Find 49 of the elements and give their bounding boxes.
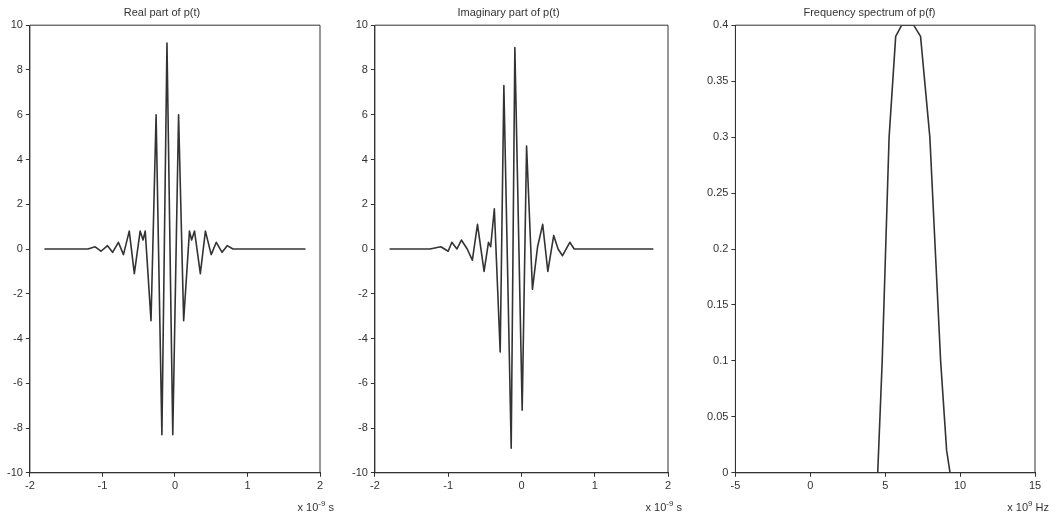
y-tick-label: 0.3 — [713, 130, 729, 143]
y-tick-label: -4 — [13, 331, 23, 344]
chart-title: Real part of p(t) — [123, 5, 201, 18]
x-tick-label: 0 — [807, 479, 814, 492]
y-tick-label: 4 — [361, 152, 368, 165]
y-tick-label: 0.05 — [706, 409, 729, 422]
y-tick-label: -4 — [358, 331, 368, 344]
x-tick-label: -2 — [370, 479, 380, 492]
y-tick-label: 0.1 — [713, 353, 729, 366]
y-tick-label: -8 — [13, 421, 23, 434]
x-tick-label: 0 — [518, 479, 525, 492]
x-tick-label: -2 — [25, 479, 35, 492]
y-tick-label: 6 — [16, 107, 23, 120]
y-tick-label: 0 — [16, 242, 23, 255]
y-tick-label: -6 — [13, 376, 23, 389]
y-tick-label: 0 — [722, 465, 729, 478]
x-tick-label: 0 — [171, 479, 179, 492]
y-tick-label: 4 — [16, 152, 23, 165]
x-tick-label: -5 — [730, 479, 741, 492]
x-tick-label: 1 — [244, 479, 251, 492]
y-tick-label: -2 — [13, 286, 23, 299]
y-tick-label: 6 — [361, 107, 368, 120]
y-tick-label: 8 — [16, 62, 23, 75]
y-tick-label: 2 — [16, 197, 23, 210]
chart-title: Frequency spectrum of p(f) — [803, 5, 936, 18]
x-tick-label: 5 — [882, 479, 889, 492]
x-tick-label: 15 — [1028, 479, 1042, 492]
y-tick-label: 0.2 — [713, 242, 729, 255]
x-tick-label: 1 — [591, 479, 598, 492]
y-tick-label: 0.15 — [706, 297, 729, 310]
x-tick-label: 2 — [664, 479, 672, 492]
y-tick-label: 0.4 — [713, 18, 729, 31]
y-tick-label: 10 — [10, 18, 23, 31]
y-tick-label: -6 — [358, 376, 368, 389]
y-tick-label: -10 — [351, 465, 368, 478]
y-tick-label: 0 — [361, 242, 368, 255]
x-tick-label: 2 — [316, 479, 324, 492]
y-tick-label: 0.35 — [706, 74, 729, 87]
chart-title: Imaginary part of p(t) — [457, 5, 560, 18]
y-tick-label: 0.25 — [706, 186, 729, 199]
y-tick-label: -10 — [6, 465, 23, 478]
y-tick-label: -8 — [358, 421, 368, 434]
x-tick-label: -1 — [97, 479, 108, 492]
x-tick-label: 10 — [953, 479, 967, 492]
y-tick-label: -2 — [358, 286, 368, 299]
x-tick-label: -1 — [443, 479, 454, 492]
y-tick-label: 8 — [361, 62, 368, 75]
y-tick-label: 10 — [355, 18, 368, 31]
y-tick-label: 2 — [361, 197, 368, 210]
